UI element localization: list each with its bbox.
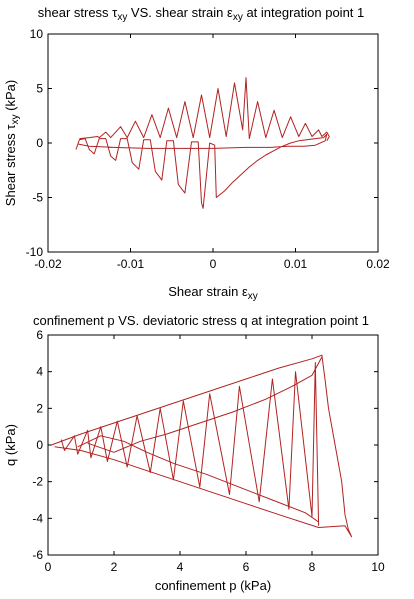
y-axis-label-part: Shear stress: [3, 130, 18, 207]
x-axis-label-part: Shear strain: [168, 284, 242, 299]
x-tick-label: 0.01: [284, 257, 308, 271]
x-tick-label: -0.01: [117, 257, 145, 271]
y-tick-label: 5: [36, 82, 43, 96]
y-axis-label: Shear stress τxy (kPa): [3, 80, 21, 206]
y-axis-label-part: τ: [3, 124, 18, 130]
y-tick-label: 0: [36, 438, 43, 452]
chart-title-part: xy: [233, 12, 243, 23]
y-tick-label: -6: [32, 548, 43, 562]
y-tick-label: 2: [36, 401, 43, 415]
chart-title-part: at integration point 1: [243, 5, 364, 20]
series-line-3: [87, 356, 323, 453]
y-tick-label: -5: [32, 191, 43, 205]
y-axis-label-part: (kPa): [3, 80, 18, 115]
x-tick-label: 0: [45, 560, 52, 574]
series-line-0: [51, 354, 353, 538]
x-tick-label: 0.02: [366, 257, 390, 271]
x-axis-label-part: confinement p (kPa): [155, 578, 271, 593]
y-axis-label-part: q (kPa): [3, 424, 18, 466]
x-axis-label-part: xy: [248, 291, 258, 302]
chart-title-part: confinement p VS. deviatoric stress q at…: [33, 313, 369, 328]
x-tick-label: 2: [111, 560, 118, 574]
series-line-2: [77, 435, 319, 523]
chart-title-part: xy: [117, 12, 127, 23]
y-tick-label: -10: [26, 245, 44, 259]
plot-frame: [47, 334, 379, 556]
chart-title-part: shear stress: [38, 5, 112, 20]
y-tick-label: 4: [36, 365, 43, 379]
x-axis-label-part: ε: [242, 284, 248, 299]
y-tick-label: 10: [30, 27, 44, 41]
x-tick-label: 10: [371, 560, 385, 574]
x-tick-label: 8: [309, 560, 316, 574]
y-axis-label: q (kPa): [3, 424, 18, 466]
chart-title-part: VS. shear strain: [127, 5, 227, 20]
y-axis-label-part: xy: [10, 114, 21, 124]
x-axis-label: Shear strain εxy: [168, 284, 258, 302]
chart-title: confinement p VS. deviatoric stress q at…: [33, 313, 369, 328]
x-axis-label: confinement p (kPa): [155, 578, 271, 593]
x-tick-label: 6: [243, 560, 250, 574]
series-line-1: [60, 362, 320, 526]
y-tick-label: 0: [36, 136, 43, 150]
shear-stress-strain-chart: shear stress τxy VS. shear strain εxy at…: [3, 5, 390, 302]
x-tick-label: 0: [210, 257, 217, 271]
series-line-0: [75, 133, 328, 209]
x-tick-label: 4: [177, 560, 184, 574]
series-line-1: [79, 77, 330, 142]
y-tick-label: -4: [32, 511, 43, 525]
chart-title: shear stress τxy VS. shear strain εxy at…: [38, 5, 365, 23]
confinement-deviatoric-chart: confinement p VS. deviatoric stress q at…: [3, 313, 385, 593]
chart-title-part: ε: [227, 5, 233, 20]
y-tick-label: 6: [36, 328, 43, 342]
y-tick-label: -2: [32, 475, 43, 489]
x-tick-label: -0.02: [34, 257, 62, 271]
chart-title-part: τ: [112, 5, 118, 20]
